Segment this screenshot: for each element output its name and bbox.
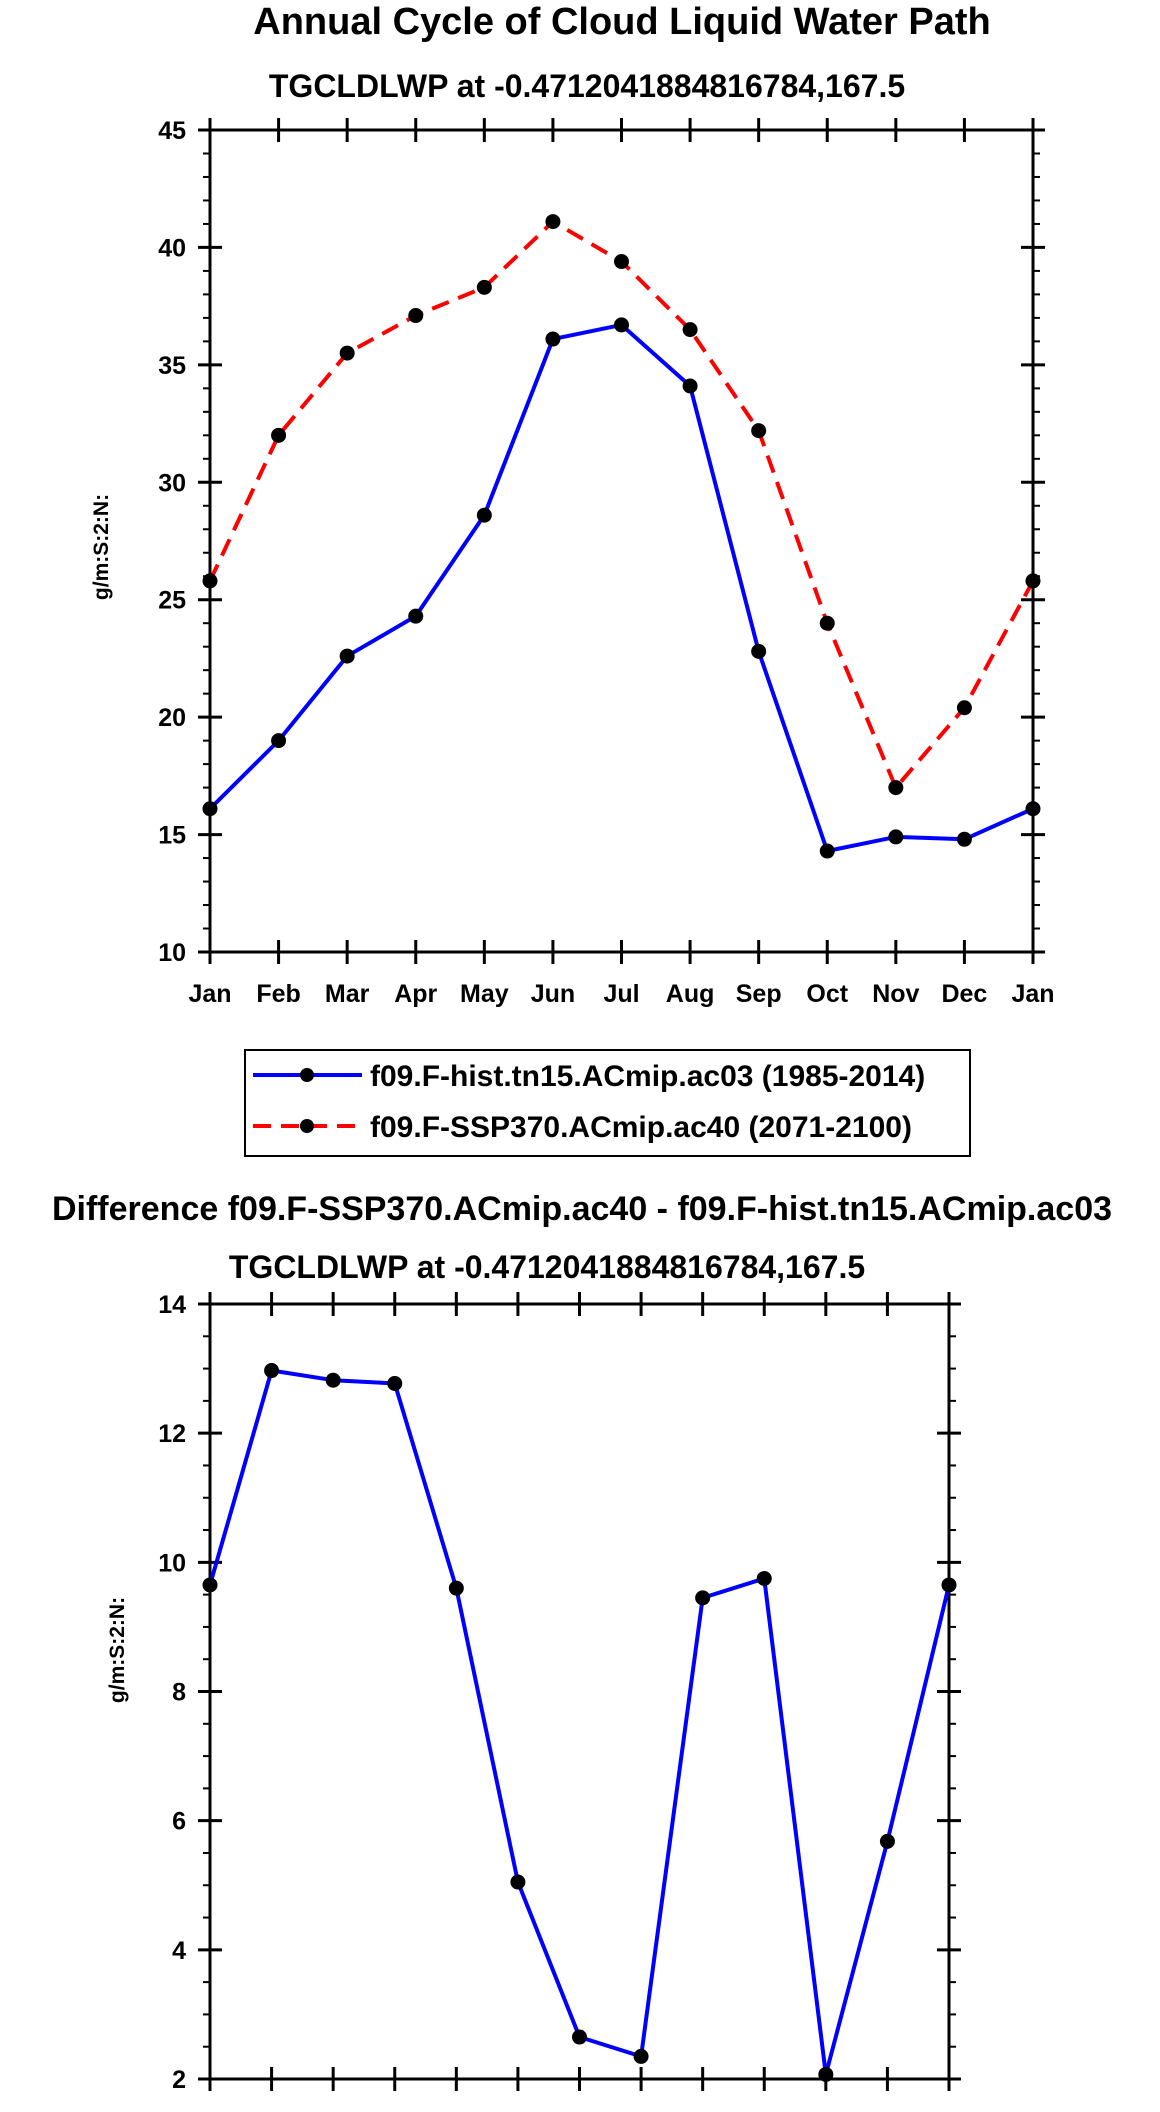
chart1-xtick-label: Dec: [941, 980, 987, 1008]
chart2-title: Difference f09.F-SSP370.ACmip.ac40 - f09…: [52, 1190, 1112, 1228]
chart2-series-point-0: [264, 1363, 280, 1379]
chart1-series-point-1: [614, 254, 629, 270]
chart2-series-line-0: [208, 1368, 951, 2077]
chart1-xtick-label: Feb: [256, 980, 300, 1008]
chart1-series-point-0: [339, 648, 355, 664]
chart1-series-point-0: [751, 643, 767, 659]
chart1-series-point-1: [819, 615, 835, 631]
chart1-xtick-label: Jan: [188, 980, 231, 1008]
chart1-xtick-label: Jun: [531, 980, 575, 1008]
chart1-series-point-0: [819, 843, 835, 859]
chart2-frame: [208, 1302, 951, 2081]
chart1-series-point-1: [202, 573, 218, 589]
chart1-series-point-1: [545, 214, 561, 230]
chart2-ylabel: g/m:S:2:N:: [106, 1597, 129, 1703]
chart1-series-point-0: [545, 331, 561, 347]
chart2-series-point-0: [818, 2066, 834, 2082]
chart1-series-point-1: [476, 279, 492, 295]
legend-label-hist: f09.F-hist.tn15.ACmip.ac03 (1985-2014): [370, 1060, 925, 1093]
chart1-series-line-1: [208, 219, 1035, 790]
chart1-ytick-label: 45: [158, 117, 186, 145]
chart1-xtick-label: Sep: [736, 980, 782, 1008]
chart1-ylabel: g/m:S:2:N:: [90, 494, 113, 600]
chart1-subtitle: TGCLDLWP at -0.4712041884816784,167.5: [269, 68, 905, 104]
chart1-ytick-label: 35: [158, 352, 186, 380]
chart1-ytick-label: 25: [158, 587, 186, 615]
chart1-xtick-label: Apr: [394, 980, 437, 1008]
chart1-frame: [208, 128, 1035, 954]
chart2-ytick-label: 2: [172, 2066, 186, 2094]
chart2-series-point-0: [941, 1577, 957, 1593]
chart2-series-point-0: [572, 2029, 587, 2045]
chart1-series-point-0: [614, 317, 629, 333]
chart1-xtick-label: Nov: [872, 980, 919, 1008]
chart2-series-point-0: [633, 2048, 649, 2064]
chart1-ytick-label: 30: [158, 469, 186, 497]
chart1-series-point-0: [202, 801, 218, 817]
chart1-series-point-1: [271, 427, 287, 443]
chart2-series-point-0: [325, 1372, 341, 1388]
legend-label-ssp370: f09.F-SSP370.ACmip.ac40 (2071-2100): [370, 1111, 912, 1144]
chart1-xtick-label: Mar: [325, 980, 370, 1008]
chart2-series-point-0: [510, 1874, 526, 1890]
chart1-series-point-0: [1025, 801, 1041, 817]
legend-marker-ssp370: [300, 1119, 314, 1133]
chart2-series-point-0: [695, 1590, 711, 1606]
chart2-ytick-label: 6: [172, 1808, 186, 1836]
chart1-series-point-0: [956, 831, 972, 847]
chart2-plot-area: 2468101214JanFebMarAprMayJunJulAugSepOct…: [158, 1291, 970, 2112]
chart1-series-point-1: [956, 700, 972, 716]
chart1-series-point-1: [1025, 573, 1041, 589]
chart2-ytick-label: 12: [158, 1420, 186, 1448]
chart2-series-point-0: [202, 1577, 218, 1593]
chart2-series-point-0: [448, 1580, 464, 1596]
chart1-xtick-label: Jul: [603, 980, 639, 1008]
chart1-series-point-1: [408, 308, 424, 324]
chart2-series-point-0: [756, 1570, 772, 1586]
chart1-ytick-label: 10: [158, 939, 186, 967]
legend-frame: [244, 1049, 971, 1157]
chart1-ytick-label: 40: [158, 234, 186, 262]
chart1-xtick-label: Jan: [1011, 980, 1054, 1008]
chart2-series-point-0: [879, 1833, 895, 1849]
chart2-ytick-label: 4: [172, 1937, 186, 1965]
chart1-xtick-label: Oct: [806, 980, 848, 1008]
legend-marker-hist: [300, 1068, 314, 1082]
chart1-ytick-label: 15: [158, 822, 186, 850]
chart1-title: Annual Cycle of Cloud Liquid Water Path: [253, 1, 991, 43]
chart1-ytick-label: 20: [158, 704, 186, 732]
chart1-xtick-label: May: [460, 980, 509, 1008]
chart1-series-point-1: [751, 423, 767, 439]
chart1-series-point-0: [476, 507, 492, 523]
chart1-series-point-1: [339, 345, 355, 361]
chart2-ytick-label: 10: [158, 1549, 186, 1577]
chart1-series-point-0: [408, 608, 424, 624]
chart1-xtick-label: Aug: [666, 980, 715, 1008]
chart1-series-point-1: [682, 322, 698, 338]
chart2-series-point-0: [387, 1375, 403, 1391]
chart2-subtitle: TGCLDLWP at -0.4712041884816784,167.5: [229, 1249, 865, 1285]
chart1-series-point-0: [682, 378, 698, 394]
chart1-series-point-1: [888, 780, 904, 796]
chart1-legend: f09.F-hist.tn15.ACmip.ac03 (1985-2014) f…: [244, 1049, 971, 1157]
chart1-plot-area: 10 15 20 25 30 35 40 45 Jan Feb Mar Apr May Jun Jul Aug…: [158, 117, 1054, 1008]
chart1-series-point-0: [888, 829, 904, 845]
chart1-series-point-0: [271, 733, 287, 749]
chart2-ytick-label: 14: [158, 1291, 186, 1319]
chart2-ytick-label: 8: [172, 1679, 186, 1707]
